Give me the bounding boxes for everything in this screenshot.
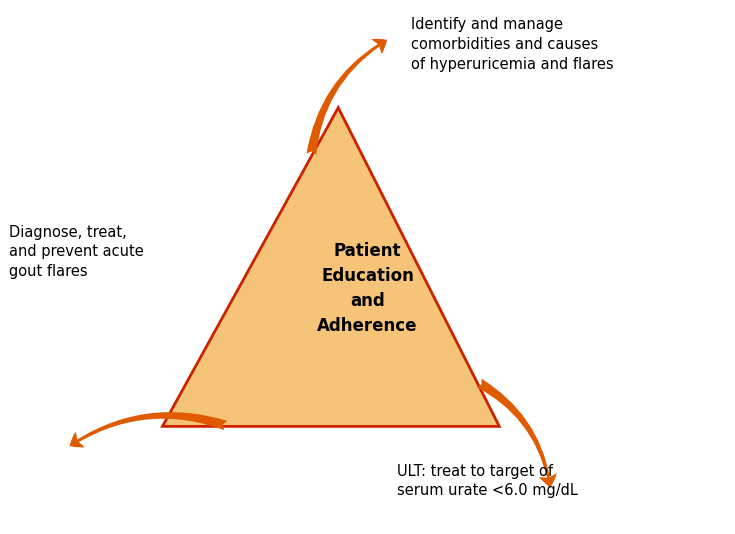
FancyArrowPatch shape [476,379,556,488]
Text: Identify and manage
comorbidities and causes
of hyperuricemia and flares: Identify and manage comorbidities and ca… [412,17,614,72]
Text: Patient
Education
and
Adherence: Patient Education and Adherence [318,242,417,335]
Text: Diagnose, treat,
and prevent acute
gout flares: Diagnose, treat, and prevent acute gout … [9,224,143,279]
FancyArrowPatch shape [306,38,387,155]
Polygon shape [162,108,499,426]
Text: ULT: treat to target of
serum urate <6.0 mg/dL: ULT: treat to target of serum urate <6.0… [397,464,578,498]
FancyArrowPatch shape [70,412,227,447]
